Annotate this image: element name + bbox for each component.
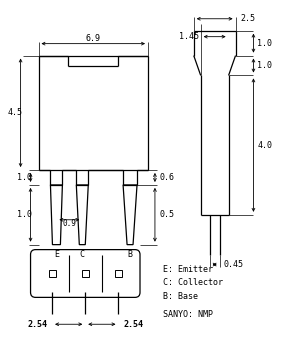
- Text: 4.5: 4.5: [7, 108, 22, 117]
- Text: B: B: [128, 250, 132, 259]
- Text: 1.0: 1.0: [17, 210, 32, 219]
- Text: 0.5: 0.5: [160, 210, 175, 219]
- Text: B: Base: B: Base: [163, 292, 198, 301]
- Text: 1.45: 1.45: [179, 32, 199, 41]
- Bar: [49, 270, 55, 277]
- Text: 0.6: 0.6: [160, 173, 175, 182]
- Text: 0.45: 0.45: [224, 260, 244, 269]
- Text: C: C: [80, 250, 85, 259]
- Text: SANYO: NMP: SANYO: NMP: [163, 310, 213, 319]
- Text: 6.9: 6.9: [86, 34, 101, 43]
- Text: 2.54: 2.54: [123, 320, 143, 329]
- Text: 1.0: 1.0: [258, 61, 273, 70]
- Text: E: Emitter: E: Emitter: [163, 265, 213, 273]
- Bar: [82, 270, 89, 277]
- Text: 4.0: 4.0: [258, 141, 273, 150]
- Text: 0.9: 0.9: [63, 219, 76, 228]
- Text: 2.5: 2.5: [241, 14, 256, 23]
- Text: 1.0: 1.0: [258, 39, 273, 47]
- Text: 1.0: 1.0: [17, 173, 32, 182]
- Text: C: Collector: C: Collector: [163, 279, 223, 288]
- Bar: [115, 270, 122, 277]
- Text: 2.54: 2.54: [27, 320, 47, 329]
- Text: E: E: [54, 250, 59, 259]
